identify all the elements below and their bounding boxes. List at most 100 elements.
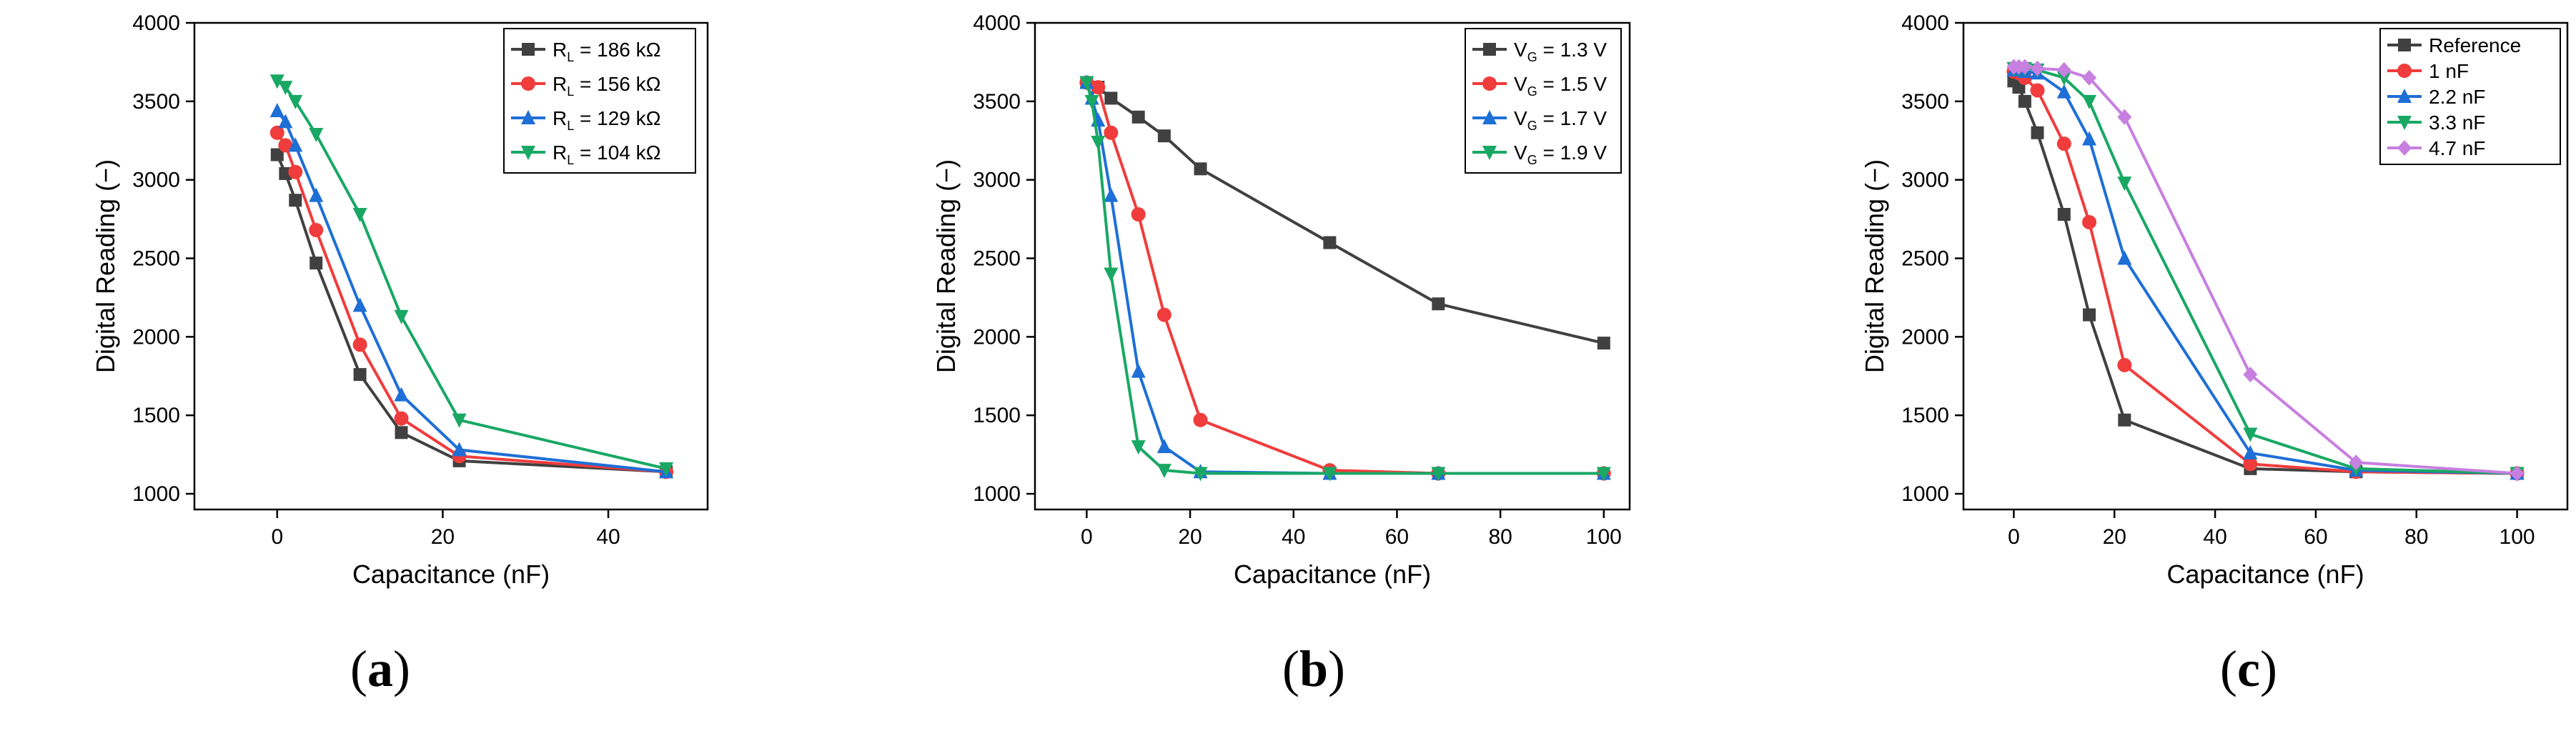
data-point [352, 337, 367, 352]
x-tick-label: 0 [1081, 525, 1093, 549]
data-point [1323, 236, 1337, 249]
data-point [2117, 357, 2132, 372]
legend-swatch-marker [1482, 146, 1497, 160]
data-point [269, 125, 284, 140]
data-point [2018, 94, 2031, 108]
legend-entry: VG = 1.7 V [1514, 107, 1607, 133]
x-tick-label: 40 [2203, 525, 2226, 549]
panel-caption-close: ) [1328, 640, 1345, 697]
y-tick-label: 4000 [132, 11, 180, 35]
legend-entry: Reference [2429, 34, 2521, 56]
legend-swatch-marker [521, 110, 535, 124]
data-point [2056, 84, 2071, 99]
data-point [1597, 337, 1610, 350]
legend-swatch-marker [1482, 110, 1497, 124]
x-tick-label: 20 [1178, 525, 1202, 549]
legend-entry-main: R [553, 39, 567, 61]
data-point [2082, 94, 2097, 109]
series-line [1085, 81, 1604, 475]
x-tick-label: 100 [1586, 525, 1622, 549]
legend-entry-main: 4.7 nF [2429, 137, 2485, 159]
legend-entry: VG = 1.3 V [1514, 39, 1607, 64]
y-tick-label: 1000 [132, 482, 180, 506]
legend-entry-sub: G [1527, 50, 1537, 64]
data-point [1131, 440, 1146, 455]
x-tick-label: 80 [2404, 525, 2428, 549]
legend-entry: 2.2 nF [2429, 86, 2485, 108]
y-tick-label: 3500 [973, 90, 1021, 114]
legend-entry-main: V [1514, 141, 1527, 164]
data-point [452, 442, 467, 457]
data-point [1157, 129, 1171, 143]
data-point [352, 208, 367, 223]
plot-frame [193, 21, 709, 511]
legend-swatch-marker [522, 43, 535, 56]
data-point [2082, 131, 2097, 146]
data-point [278, 138, 293, 153]
legend-entry-rest: = 129 kΩ [574, 107, 660, 129]
legend-entry-rest: = 1.3 V [1537, 39, 1607, 61]
legend-swatch-marker [1482, 76, 1497, 91]
data-point [2056, 61, 2071, 78]
legend-swatch-marker [2397, 89, 2412, 103]
legend-entry: 4.7 nF [2429, 137, 2485, 159]
data-point [2117, 176, 2132, 192]
y-tick-label: 3000 [973, 169, 1021, 192]
data-point [288, 137, 303, 152]
x-tick-label: 20 [2103, 525, 2126, 549]
x-tick-label: 100 [2500, 525, 2535, 549]
series-2 [269, 103, 674, 479]
y-axis-title: Digital Reading (−) [91, 159, 120, 373]
data-point [395, 426, 408, 439]
y-tick-label: 1000 [973, 482, 1021, 506]
x-tick-label: 20 [431, 525, 455, 549]
data-point [2243, 427, 2258, 442]
y-tick-label: 1500 [132, 404, 180, 427]
data-point [1156, 464, 1171, 479]
legend-entry-sub: L [567, 119, 574, 133]
data-point [309, 222, 324, 237]
legend-entry-main: R [553, 107, 567, 129]
x-tick-label: 80 [1488, 525, 1512, 549]
legend-swatch-marker [2397, 116, 2412, 130]
series-4 [2006, 59, 2525, 482]
x-tick-label: 0 [2008, 525, 2020, 549]
y-tick-label: 4000 [973, 11, 1021, 35]
data-point [1131, 110, 1145, 124]
y-tick-label: 3500 [1901, 90, 1949, 114]
legend-entry: 3.3 nF [2429, 111, 2485, 134]
y-tick-label: 2500 [1901, 247, 1949, 271]
data-point [309, 257, 323, 270]
y-tick-label: 2000 [132, 325, 180, 349]
data-point [1104, 187, 1119, 202]
panel-caption-open: ( [1282, 640, 1299, 697]
legend-entry-main: R [553, 73, 567, 95]
legend-entry-sub: L [567, 153, 574, 167]
data-point [1131, 207, 1146, 222]
x-tick-label: 60 [2304, 525, 2327, 549]
data-point [1194, 162, 1207, 176]
x-tick-label: 0 [271, 525, 283, 549]
panel-caption-open: ( [350, 640, 367, 697]
y-tick-label: 4000 [1901, 11, 1949, 35]
data-point [1156, 439, 1171, 454]
legend-entry-sub: G [1527, 84, 1537, 99]
data-point [1084, 94, 1099, 109]
data-point [1431, 467, 1446, 482]
y-tick-label: 2500 [973, 247, 1021, 271]
legend-entry-rest: = 1.9 V [1537, 141, 1607, 164]
data-point [2243, 367, 2258, 383]
legend-entry-sub: L [567, 84, 574, 99]
legend-entry-main: V [1514, 39, 1527, 61]
data-point [270, 148, 284, 161]
legend-entry-main: 1 nF [2429, 60, 2469, 82]
x-tick-label: 60 [1385, 525, 1409, 549]
data-point [353, 368, 367, 382]
data-point [2243, 457, 2258, 472]
y-tick-label: 1500 [1901, 404, 1949, 427]
legend-entry-sub: G [1527, 119, 1537, 133]
legend: VG = 1.3 VVG = 1.5 VVG = 1.7 VVG = 1.9 V [1465, 28, 1622, 174]
x-axis-title: Capacitance (nF) [1234, 560, 1431, 589]
data-point [2056, 136, 2071, 151]
